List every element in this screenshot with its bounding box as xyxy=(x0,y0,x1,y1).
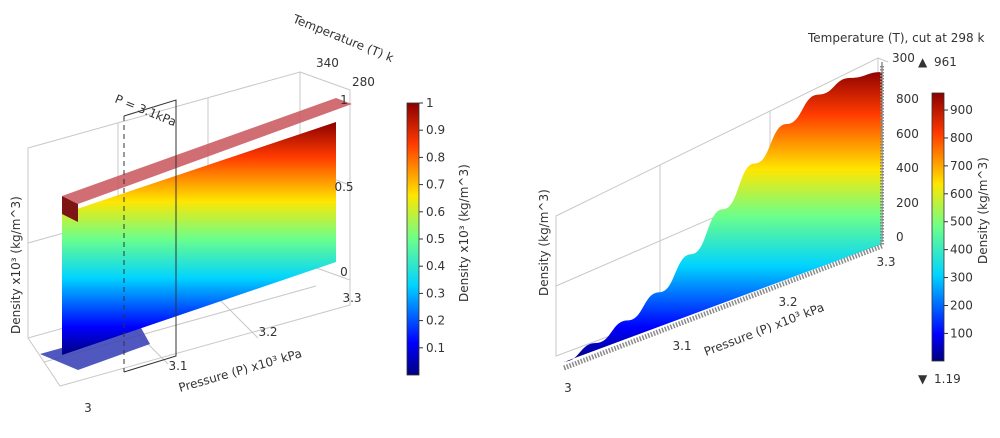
right-y-tick: 200 xyxy=(896,196,919,210)
left-ylabel: Density x10³ (kg/m^3) xyxy=(9,196,23,334)
left-x-tick: 3 xyxy=(84,401,92,415)
left-colorbar-tick: 0.2 xyxy=(426,314,445,328)
right-xlabel: Pressure (P) x10³ kPa xyxy=(702,300,826,359)
right-colorbar-gradient xyxy=(931,92,945,362)
left-colorbar-tick: 0.5 xyxy=(426,232,445,246)
left-top-sheet xyxy=(62,98,352,204)
right-y-tick: 0 xyxy=(896,230,904,244)
left-slice-plane xyxy=(123,99,177,373)
right-y-tick: 800 xyxy=(896,92,919,106)
right-y-tick: 600 xyxy=(896,127,919,141)
left-colorbar: 0.1 0.2 0.3 0.4 0.5 0.6 0.7 0.8 0.9 1 Density x10… xyxy=(406,96,471,376)
right-colorbar-tick: 100 xyxy=(950,326,973,340)
right-colorbar-tick: 600 xyxy=(950,187,973,201)
right-x-tick: 3.3 xyxy=(876,255,895,269)
right-colorbar-tick: 300 xyxy=(950,271,973,285)
right-x-tick: 3.1 xyxy=(672,339,691,353)
left-x-tick: 3.1 xyxy=(168,359,187,373)
left-y-tick: 0 xyxy=(340,265,348,279)
left-chart: P = 3.1kPa 3 3.1 3.2 3.3 0 0.5 1 280 340 Pressur… xyxy=(9,11,396,415)
right-ylabel: Density (kg/m^3) xyxy=(537,189,551,296)
right-chart: Temperature (T), cut at 298 k 3 3.1 3.2 3.3… xyxy=(537,31,984,395)
left-colorbar-gradient xyxy=(406,102,420,376)
colorbar-min-arrow-icon: ▼ xyxy=(918,372,928,386)
left-y-tick: 1 xyxy=(340,93,348,107)
right-tick-labels: 3 3.1 3.2 3.30 200 400 600 800 300 xyxy=(564,51,919,395)
left-colorbar-ticks: 0.1 0.2 0.3 0.4 0.5 0.6 0.7 0.8 0.9 1 xyxy=(419,96,445,355)
left-tick-labels: 3 3.1 3.2 3.3 0 0.5 1 280 340 xyxy=(84,56,375,415)
left-x-tick: 3.3 xyxy=(342,291,361,305)
left-z-tick: 340 xyxy=(316,56,339,70)
left-zlabel: Temperature (T) k xyxy=(290,11,396,65)
left-colorbar-tick: 0.7 xyxy=(426,178,445,192)
left-top-edge xyxy=(62,196,78,222)
left-colorbar-tick: 0.8 xyxy=(426,150,445,164)
right-colorbar-tick: 200 xyxy=(950,298,973,312)
right-colorbar-label: Density (kg/m^3) xyxy=(976,157,990,264)
right-colorbar-tick: 700 xyxy=(950,159,973,173)
left-colorbar-tick: 1 xyxy=(426,96,434,110)
right-x-tick: 3.2 xyxy=(778,295,797,309)
slice-annotation: P = 3.1kPa xyxy=(113,92,179,129)
left-colorbar-tick: 0.9 xyxy=(426,123,445,137)
right-colorbar-max: 961 xyxy=(934,55,957,69)
left-colorbar-tick: 0.3 xyxy=(426,286,445,300)
left-colorbar-tick: 0.4 xyxy=(426,259,445,273)
left-colorbar-tick: 0.6 xyxy=(426,205,445,219)
right-colorbar-tick: 900 xyxy=(950,103,973,117)
right-colorbar: ▲ 961 100 200 300 400 500 600 700 800 900 ▼ 1.19… xyxy=(918,55,990,386)
right-x-tick: 3 xyxy=(564,381,572,395)
right-colorbar-ticks: 100 200 300 400 500 600 700 800 900 xyxy=(944,103,973,340)
right-y-tick: 400 xyxy=(896,161,919,175)
left-xlabel: Pressure (P) x10³ kPa xyxy=(177,346,303,395)
colorbar-max-arrow-icon: ▲ xyxy=(918,55,928,69)
right-colorbar-tick: 800 xyxy=(950,131,973,145)
right-title: Temperature (T), cut at 298 k xyxy=(807,31,984,45)
left-x-tick: 3.2 xyxy=(258,325,277,339)
left-density-surface xyxy=(62,122,336,355)
right-z-tick: 300 xyxy=(892,51,915,65)
right-density-surface xyxy=(564,72,882,362)
left-z-tick: 280 xyxy=(352,75,375,89)
left-y-tick: 0.5 xyxy=(334,180,353,194)
right-colorbar-tick: 500 xyxy=(950,215,973,229)
left-colorbar-label: Density x10³ (kg/m^3) xyxy=(457,164,471,302)
right-colorbar-tick: 400 xyxy=(950,243,973,257)
left-floor-sheet xyxy=(40,326,150,370)
left-colorbar-tick: 0.1 xyxy=(426,341,445,355)
right-colorbar-min: 1.19 xyxy=(934,372,961,386)
